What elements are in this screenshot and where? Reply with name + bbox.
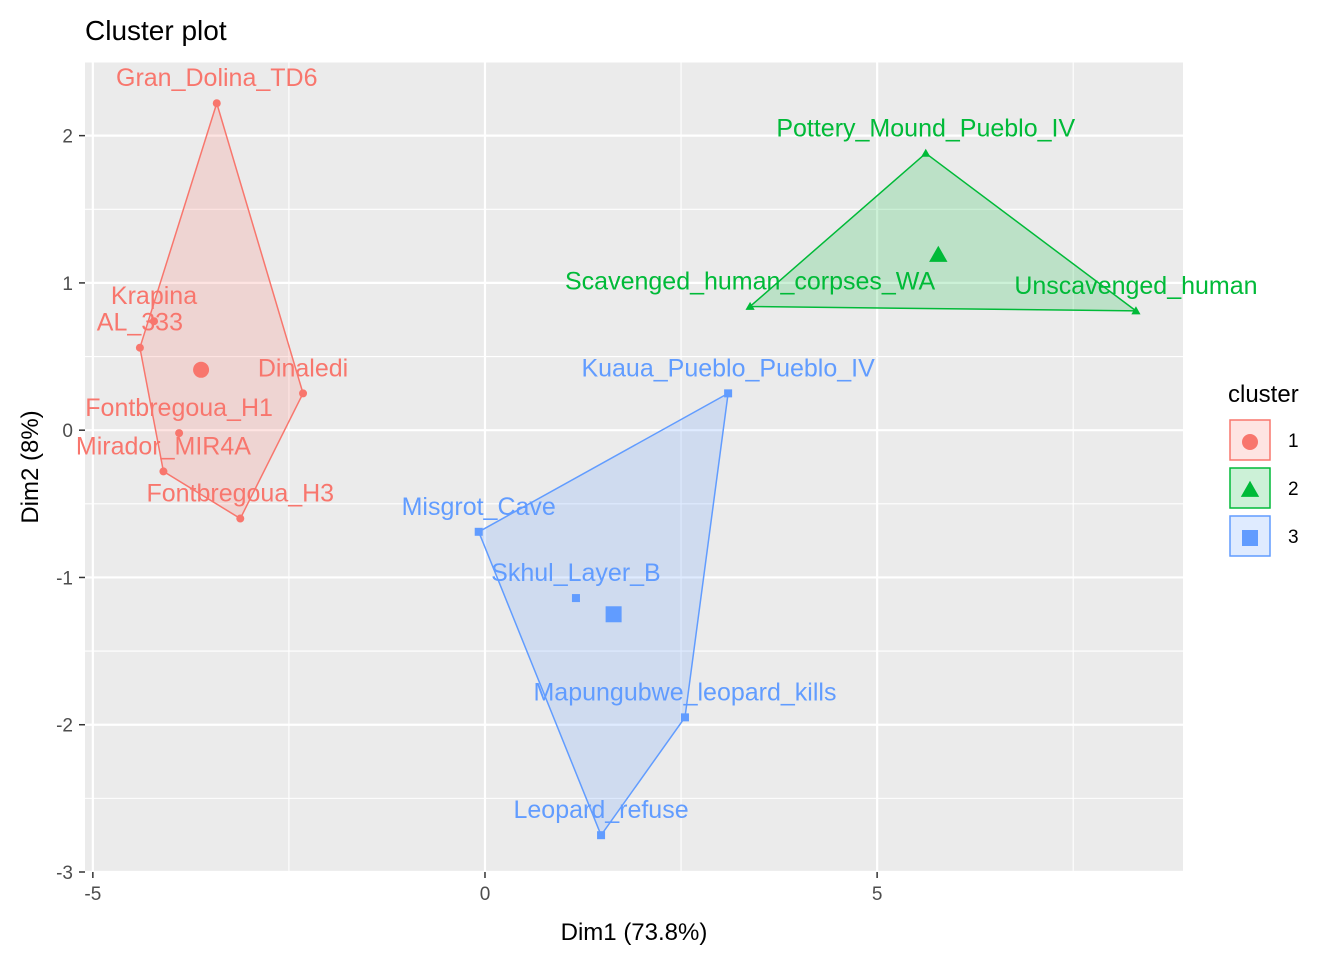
data-point xyxy=(159,467,168,476)
grid-lines xyxy=(85,62,1183,872)
data-point xyxy=(175,429,184,438)
data-point xyxy=(135,343,144,352)
data-point xyxy=(1131,306,1141,315)
point-label: Scavenged_human_corpses_WA xyxy=(565,267,935,295)
legend-label-1: 1 xyxy=(1288,431,1299,452)
cluster-hull-2 xyxy=(748,152,1139,312)
legend: cluster 1 2 3 xyxy=(1228,381,1299,557)
x-tick-label: 5 xyxy=(872,884,883,905)
data-point xyxy=(150,317,159,326)
data-point xyxy=(724,389,733,398)
x-tick-label: -5 xyxy=(84,884,101,905)
legend-label-3: 3 xyxy=(1288,527,1299,548)
point-label: Unscavenged_human xyxy=(1014,272,1257,300)
data-point xyxy=(571,594,580,603)
x-tick-label: 0 xyxy=(480,884,491,905)
chart-title: Cluster plot xyxy=(85,15,227,46)
point-label: Mapungubwe_leopard_kills xyxy=(533,678,836,706)
cluster-center-3 xyxy=(605,606,622,623)
point-label: Fontbregoua_H1 xyxy=(85,394,273,422)
cluster-hulls xyxy=(139,100,1139,837)
data-point xyxy=(597,831,606,840)
point-label: Kuaua_Pueblo_Pueblo_IV xyxy=(581,354,875,382)
cluster-hull-1 xyxy=(139,100,304,520)
point-label: Dinaledi xyxy=(258,354,348,382)
y-tick-label: 0 xyxy=(62,421,73,442)
point-label: Gran_Dolina_TD6 xyxy=(116,64,318,92)
y-tick-label: 1 xyxy=(62,274,73,295)
legend-symbol-1 xyxy=(1242,434,1258,450)
data-points xyxy=(135,99,1141,840)
point-label: Skhul_Layer_B xyxy=(491,559,661,587)
point-label: Fontbregoua_H3 xyxy=(146,480,334,508)
point-label: Mirador_MIR4A xyxy=(76,432,251,460)
point-label: Pottery_Mound_Pueblo_IV xyxy=(776,114,1075,142)
legend-title: cluster xyxy=(1228,381,1299,408)
data-point xyxy=(299,389,308,398)
cluster-center-2 xyxy=(929,245,948,262)
data-point xyxy=(745,301,755,310)
y-tick-label: 2 xyxy=(62,127,73,148)
plot-panel xyxy=(85,62,1183,872)
legend-label-2: 2 xyxy=(1288,479,1299,500)
legend-key-1 xyxy=(1229,419,1271,461)
legend-symbol-2 xyxy=(1240,480,1260,497)
cluster-center-1 xyxy=(193,361,210,378)
point-label: Krapina xyxy=(111,282,197,310)
y-tick-label: -3 xyxy=(56,863,73,884)
y-tick-label: -1 xyxy=(56,568,73,589)
data-point xyxy=(921,148,931,157)
y-axis-title: Dim2 (8%) xyxy=(17,410,44,523)
data-point xyxy=(680,713,689,722)
point-label: Misgrot_Cave xyxy=(402,493,556,521)
point-label: Leopard_refuse xyxy=(513,796,688,824)
data-point xyxy=(474,527,483,536)
x-axis-title: Dim1 (73.8%) xyxy=(561,919,708,946)
legend-symbol-3 xyxy=(1242,530,1258,546)
axes: -5 0 5 -3 -2 -1 0 1 2 xyxy=(56,127,882,905)
data-point xyxy=(212,99,221,108)
y-tick-label: -2 xyxy=(56,716,73,737)
point-label: AL_333 xyxy=(97,309,183,337)
data-point xyxy=(236,514,245,523)
